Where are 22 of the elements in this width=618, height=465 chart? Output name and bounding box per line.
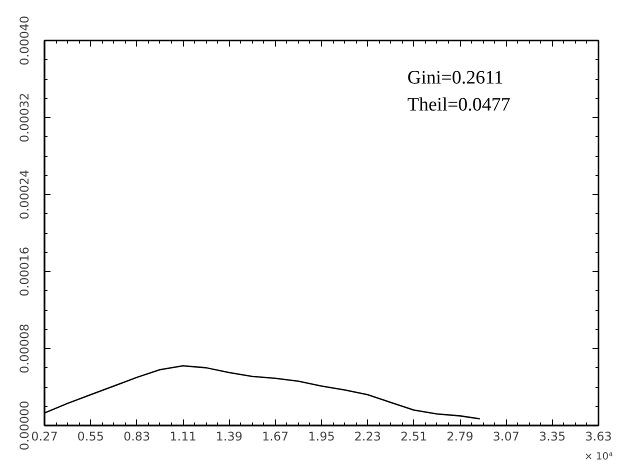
x-tick-label: 0.83 xyxy=(123,430,150,444)
x-tick-label: 1.11 xyxy=(170,430,196,444)
annotation: Gini=0.2611 xyxy=(407,67,504,88)
x-tick-label: 2.23 xyxy=(354,430,382,444)
x-tick-label: 3.07 xyxy=(492,430,520,444)
x-tick-label: 0.27 xyxy=(31,430,58,444)
y-tick-label: 0.00000 xyxy=(18,400,32,450)
x-tick-label: 1.67 xyxy=(262,430,289,444)
x-tick-label: 2.79 xyxy=(446,430,474,444)
x-tick-label: 1.39 xyxy=(216,430,243,444)
x-tick-label: 3.63 xyxy=(585,430,612,444)
y-tick-label: 0.00032 xyxy=(18,92,32,142)
y-tick-label: 0.00040 xyxy=(18,16,32,66)
x-tick-label: 1.95 xyxy=(308,430,335,444)
x-tick-label: 2.51 xyxy=(400,430,428,444)
y-tick-label: 0.00024 xyxy=(18,170,32,220)
y-tick-label: 0.00016 xyxy=(18,246,32,296)
y-tick-label: 0.00008 xyxy=(18,324,32,374)
x-axis-title: × 10⁴ xyxy=(584,452,613,462)
annotation: Theil=0.0477 xyxy=(407,94,510,116)
x-tick-label: 0.55 xyxy=(77,430,104,444)
x-tick-label: 3.35 xyxy=(538,430,566,444)
